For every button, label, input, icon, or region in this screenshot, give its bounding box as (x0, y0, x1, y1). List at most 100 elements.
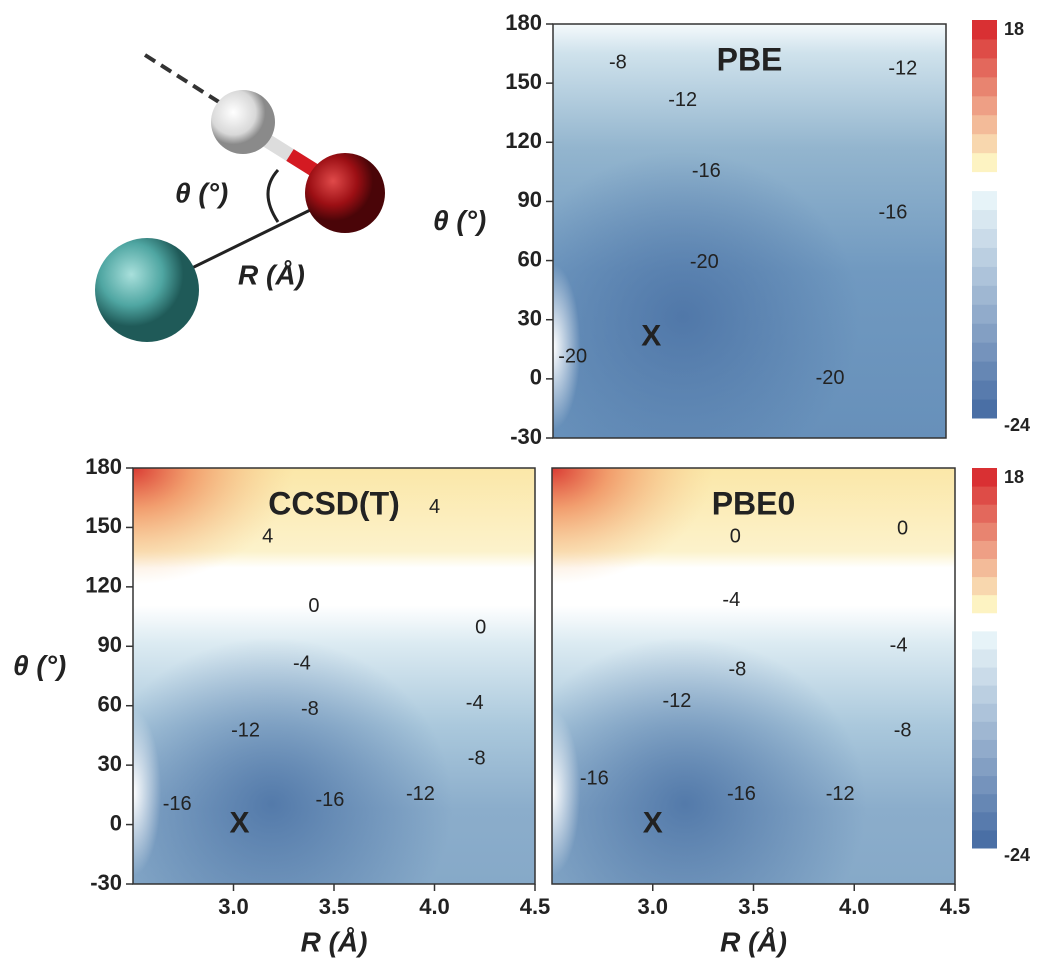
colorbar-band (972, 228, 997, 248)
contour-label: 0 (475, 617, 486, 639)
molecule: θ (°) R (Å) (95, 53, 385, 342)
plot-area (553, 24, 946, 438)
y-tick-label: 90 (518, 187, 542, 212)
y-tick-label: 180 (85, 454, 122, 479)
colorbar-band (972, 739, 997, 759)
colorbar-label: 18 (1004, 467, 1024, 487)
colorbar-band (972, 361, 997, 381)
y-tick-label: 0 (530, 365, 542, 390)
contour-label: -12 (888, 58, 917, 80)
y-tick-label: 30 (98, 751, 122, 776)
colorbar-band (972, 399, 997, 419)
colorbar-band (972, 57, 997, 78)
contour-label: -8 (894, 720, 912, 742)
colorbar-band (972, 380, 997, 400)
y-tick-label: 30 (518, 306, 542, 331)
y-axis-label: θ (°) (13, 650, 66, 681)
minimum-marker: X (230, 806, 250, 839)
x-tick-label: 3.0 (218, 894, 249, 919)
contour-label: -8 (468, 747, 486, 769)
contour-label: -16 (316, 789, 345, 811)
minimum-marker: X (643, 806, 663, 839)
contour-label: -4 (293, 652, 311, 674)
y-tick-label: -30 (510, 424, 542, 449)
contour-label: -20 (558, 345, 587, 367)
colorbar-label: -24 (1004, 415, 1030, 435)
minimum-marker: X (641, 319, 661, 352)
contour-label: -12 (826, 783, 855, 805)
colorbar-band (972, 594, 997, 614)
y-tick-label: 0 (110, 810, 122, 835)
x-tick-label: 4.5 (940, 894, 971, 919)
colorbar-band (972, 209, 997, 229)
y-tick-label: 150 (505, 69, 542, 94)
colorbar-band (972, 468, 997, 487)
contour-label: -8 (728, 658, 746, 680)
colorbar-band (972, 38, 997, 59)
colorbar-band (972, 685, 997, 704)
repulsive-wall (552, 709, 581, 876)
x-axis-label: R (Å) (720, 926, 787, 957)
contour-label: -4 (890, 635, 908, 657)
contour-label: -12 (406, 783, 435, 805)
y-tick-label: 60 (98, 692, 122, 717)
contour-label: -20 (690, 251, 719, 273)
colorbar-band (972, 304, 997, 324)
colorbar-band (972, 20, 997, 40)
well (553, 151, 860, 438)
colorbar-band (972, 171, 997, 192)
angle-arc (266, 168, 280, 223)
colorbar-band (972, 114, 997, 135)
y-tick-label: -30 (90, 870, 122, 895)
x-tick-label: 3.5 (319, 894, 350, 919)
plot-area (552, 468, 955, 884)
plot-area (133, 468, 535, 884)
colorbar-band (972, 612, 997, 632)
colorbar-band (972, 775, 997, 795)
colorbar-band (972, 522, 997, 541)
colorbar-band (972, 793, 997, 813)
colorbar-band (972, 667, 997, 686)
colorbar-label: -24 (1004, 845, 1030, 865)
colorbar-band (972, 504, 997, 523)
distance-label: R (Å) (238, 259, 305, 290)
contour-label: -12 (231, 720, 260, 742)
colorbar-band (972, 648, 997, 668)
contour-label: -16 (727, 783, 756, 805)
x-tick-label: 4.0 (839, 894, 870, 919)
y-tick-label: 120 (505, 128, 542, 153)
well (552, 637, 867, 884)
y-tick-label: 180 (505, 10, 542, 35)
colorbar-band (972, 540, 997, 559)
repulsive-wall (553, 264, 581, 430)
x-tick-label: 4.5 (520, 894, 551, 919)
x-tick-label: 3.0 (637, 894, 668, 919)
y-tick-label: 60 (518, 246, 542, 271)
high-region (133, 468, 294, 585)
y-tick-label: 150 (85, 513, 122, 538)
colorbar-band (972, 721, 997, 740)
colorbar-band (972, 247, 997, 267)
contour-label: -4 (466, 692, 484, 714)
colorbar-band (972, 266, 997, 286)
colorbar-band (972, 703, 997, 722)
well (133, 637, 453, 884)
x-axis-label: R (Å) (301, 926, 368, 957)
colorbar-band (972, 133, 997, 154)
colorbar-band (972, 811, 997, 831)
colorbar-label: 18 (1004, 19, 1024, 39)
contour-label: -16 (692, 160, 721, 182)
frame (552, 23, 947, 439)
contour-label: -16 (878, 202, 907, 224)
hydrogen-atom (211, 90, 275, 154)
x-tick-label: 3.5 (738, 894, 769, 919)
colorbar-band (972, 190, 997, 211)
contour-label: -20 (816, 367, 845, 389)
colorbar-band (972, 630, 997, 650)
high-region (552, 468, 714, 585)
angle-label: θ (°) (175, 177, 228, 208)
x-tick-label: 4.0 (419, 894, 450, 919)
oxygen-atom (305, 153, 385, 233)
y-tick-label: 90 (98, 632, 122, 657)
